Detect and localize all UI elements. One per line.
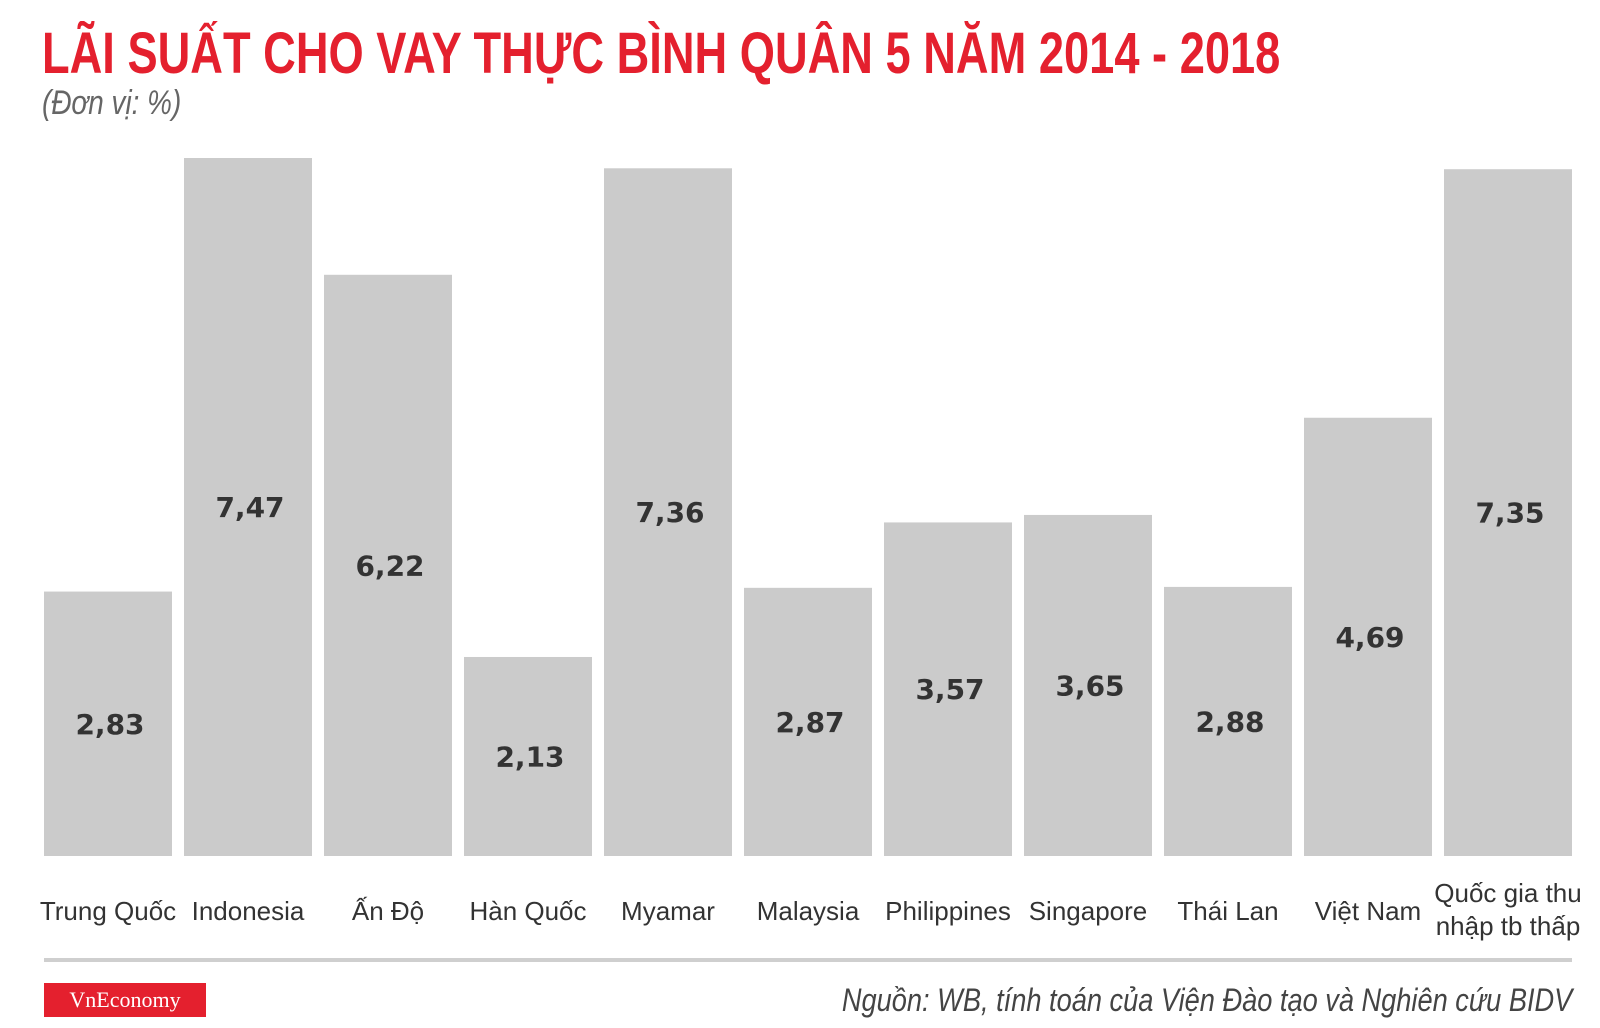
category-label: Philippines bbox=[885, 896, 1011, 926]
divider bbox=[44, 958, 1572, 962]
data-label: 7,36 bbox=[635, 496, 704, 529]
category-label: Thái Lan bbox=[1177, 896, 1278, 926]
category-label: Indonesia bbox=[192, 896, 305, 926]
bar bbox=[1444, 169, 1572, 857]
data-label: 3,65 bbox=[1055, 669, 1124, 702]
category-label: Việt Nam bbox=[1315, 896, 1421, 926]
data-label: 7,35 bbox=[1475, 497, 1544, 530]
bar bbox=[1304, 417, 1432, 856]
source-note: Nguồn: WB, tính toán của Viện Đào tạo và… bbox=[841, 982, 1572, 1018]
bar-chart: 2,83 Trung Quốc 7,47 Indonesia 6,22 Ấn Độ 2,13… bbox=[40, 158, 1582, 941]
category-label: Quốc gia thu nhập tb thấp bbox=[1434, 878, 1581, 941]
bar bbox=[884, 522, 1012, 856]
bar bbox=[604, 168, 732, 856]
data-label: 2,87 bbox=[775, 706, 844, 739]
bar bbox=[744, 587, 872, 856]
category-label: Malaysia bbox=[757, 896, 860, 926]
category-label: Hàn Quốc bbox=[469, 896, 586, 926]
category-label: Singapore bbox=[1029, 896, 1148, 926]
data-label: 2,83 bbox=[75, 708, 144, 741]
bar bbox=[1164, 586, 1292, 856]
data-label: 7,47 bbox=[215, 491, 284, 524]
bar bbox=[1024, 514, 1152, 856]
category-label: Ấn Độ bbox=[352, 896, 424, 926]
category-label: Myamar bbox=[621, 896, 715, 926]
chart-title: LÃI SUẤT CHO VAY THỰC BÌNH QUÂN 5 NĂM 20… bbox=[42, 21, 1281, 86]
data-label: 2,13 bbox=[495, 740, 564, 773]
bar bbox=[44, 591, 172, 856]
data-label: 3,57 bbox=[915, 673, 984, 706]
data-label: 6,22 bbox=[355, 549, 424, 582]
chart-subtitle: (Đơn vị: %) bbox=[42, 84, 182, 122]
category-label: Trung Quốc bbox=[40, 896, 176, 926]
data-label: 4,69 bbox=[1335, 621, 1404, 654]
bar bbox=[184, 158, 312, 856]
bar bbox=[324, 274, 452, 856]
data-label: 2,88 bbox=[1195, 705, 1264, 738]
vneconomy-logo: VnEconomy bbox=[44, 983, 206, 1017]
bar bbox=[464, 656, 592, 856]
